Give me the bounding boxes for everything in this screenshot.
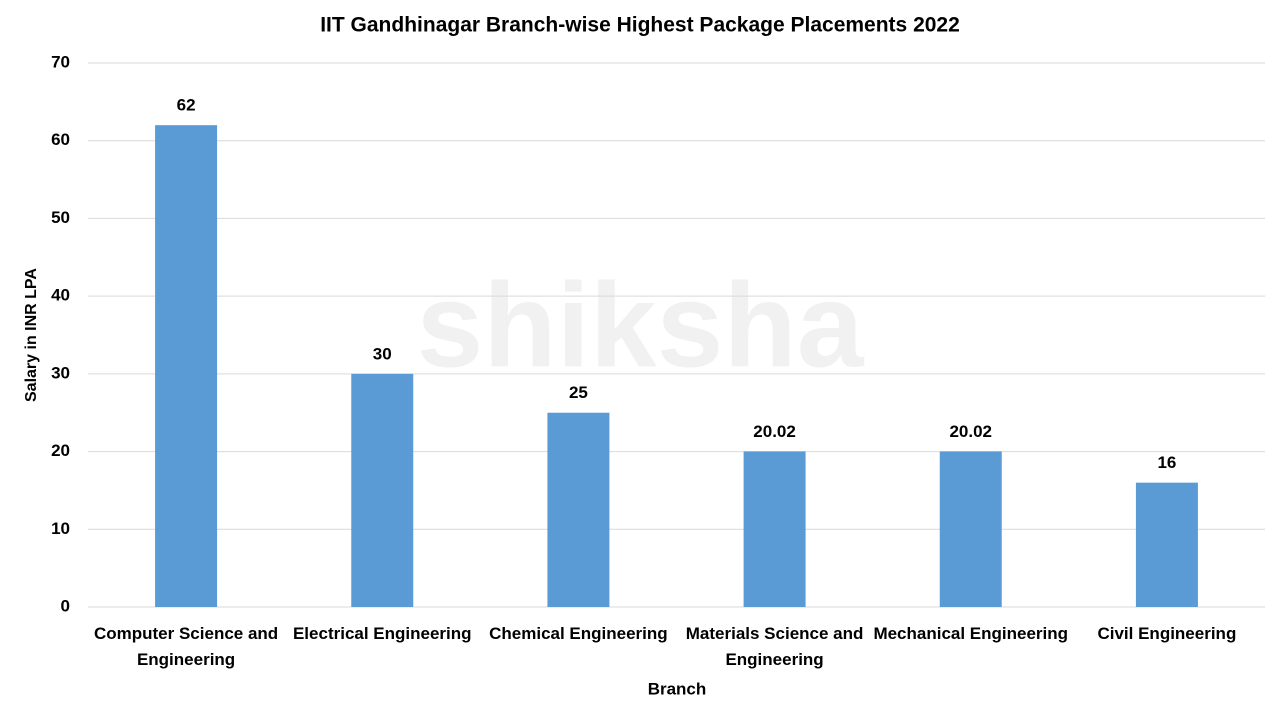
x-tick-label: Computer Science and Engineering — [93, 624, 279, 669]
watermark: shiksha — [417, 259, 865, 393]
value-label: 16 — [1157, 453, 1176, 472]
y-tick-label: 20 — [51, 441, 70, 460]
value-label: 62 — [177, 96, 196, 115]
y-tick-label: 60 — [51, 130, 70, 149]
x-axis-title: Branch — [648, 679, 707, 698]
chart-title: IIT Gandhinagar Branch-wise Highest Pack… — [320, 14, 960, 37]
bar — [1135, 482, 1198, 607]
x-tick-label: Electrical Engineering — [292, 624, 472, 643]
bar — [351, 373, 414, 607]
value-label: 20.02 — [753, 422, 796, 441]
bar — [743, 451, 806, 607]
y-tick-label: 30 — [51, 363, 70, 382]
bar — [155, 125, 218, 608]
x-tick-label: Mechanical Engineering — [873, 624, 1069, 643]
y-tick-label: 10 — [51, 519, 70, 538]
value-label: 30 — [373, 344, 392, 363]
x-tick-label: Chemical Engineering — [489, 624, 668, 643]
bar — [547, 412, 610, 607]
value-label: 20.02 — [949, 422, 992, 441]
y-tick-label: 0 — [61, 596, 70, 615]
y-tick-label: 40 — [51, 286, 70, 305]
x-tick-label: Civil Engineering — [1097, 624, 1237, 643]
y-tick-label: 70 — [51, 52, 70, 71]
value-label: 25 — [569, 383, 588, 402]
y-tick-label: 50 — [51, 208, 70, 227]
y-axis-title: Salary in INR LPA — [23, 268, 40, 402]
x-tick-label: Materials Science and Engineering — [685, 624, 864, 669]
bar — [939, 451, 1002, 607]
